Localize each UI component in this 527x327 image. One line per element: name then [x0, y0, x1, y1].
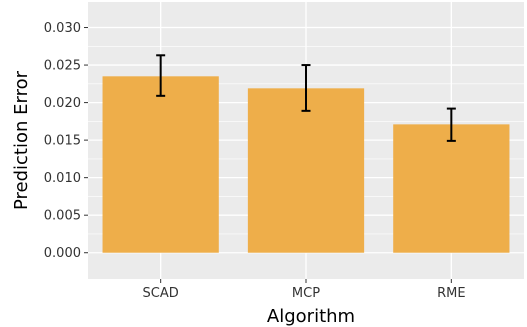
x-tick-label: RME — [437, 286, 465, 301]
bar — [247, 88, 365, 253]
error-bars — [156, 54, 456, 142]
bars — [102, 76, 510, 253]
y-axis-ticks: 0.000 0.005 0.010 0.015 0.020 0.025 0.030 — [44, 21, 88, 261]
y-tick-label: 0.020 — [44, 96, 81, 111]
y-tick-label: 0.030 — [44, 21, 81, 36]
y-tick-label: 0.005 — [44, 209, 81, 224]
y-tick-label: 0.010 — [44, 171, 81, 186]
y-tick-label: 0.025 — [44, 59, 81, 74]
x-axis-ticks: SCAD MCP RME — [143, 279, 466, 301]
x-tick-label: MCP — [292, 286, 320, 301]
y-axis-title: Prediction Error — [11, 70, 32, 210]
y-tick-label: 0.000 — [44, 246, 81, 261]
bar — [102, 76, 219, 253]
x-tick-label: SCAD — [143, 286, 179, 301]
y-tick-label: 0.015 — [44, 134, 81, 149]
bar — [393, 124, 510, 253]
x-axis-title: Algorithm — [267, 306, 355, 327]
